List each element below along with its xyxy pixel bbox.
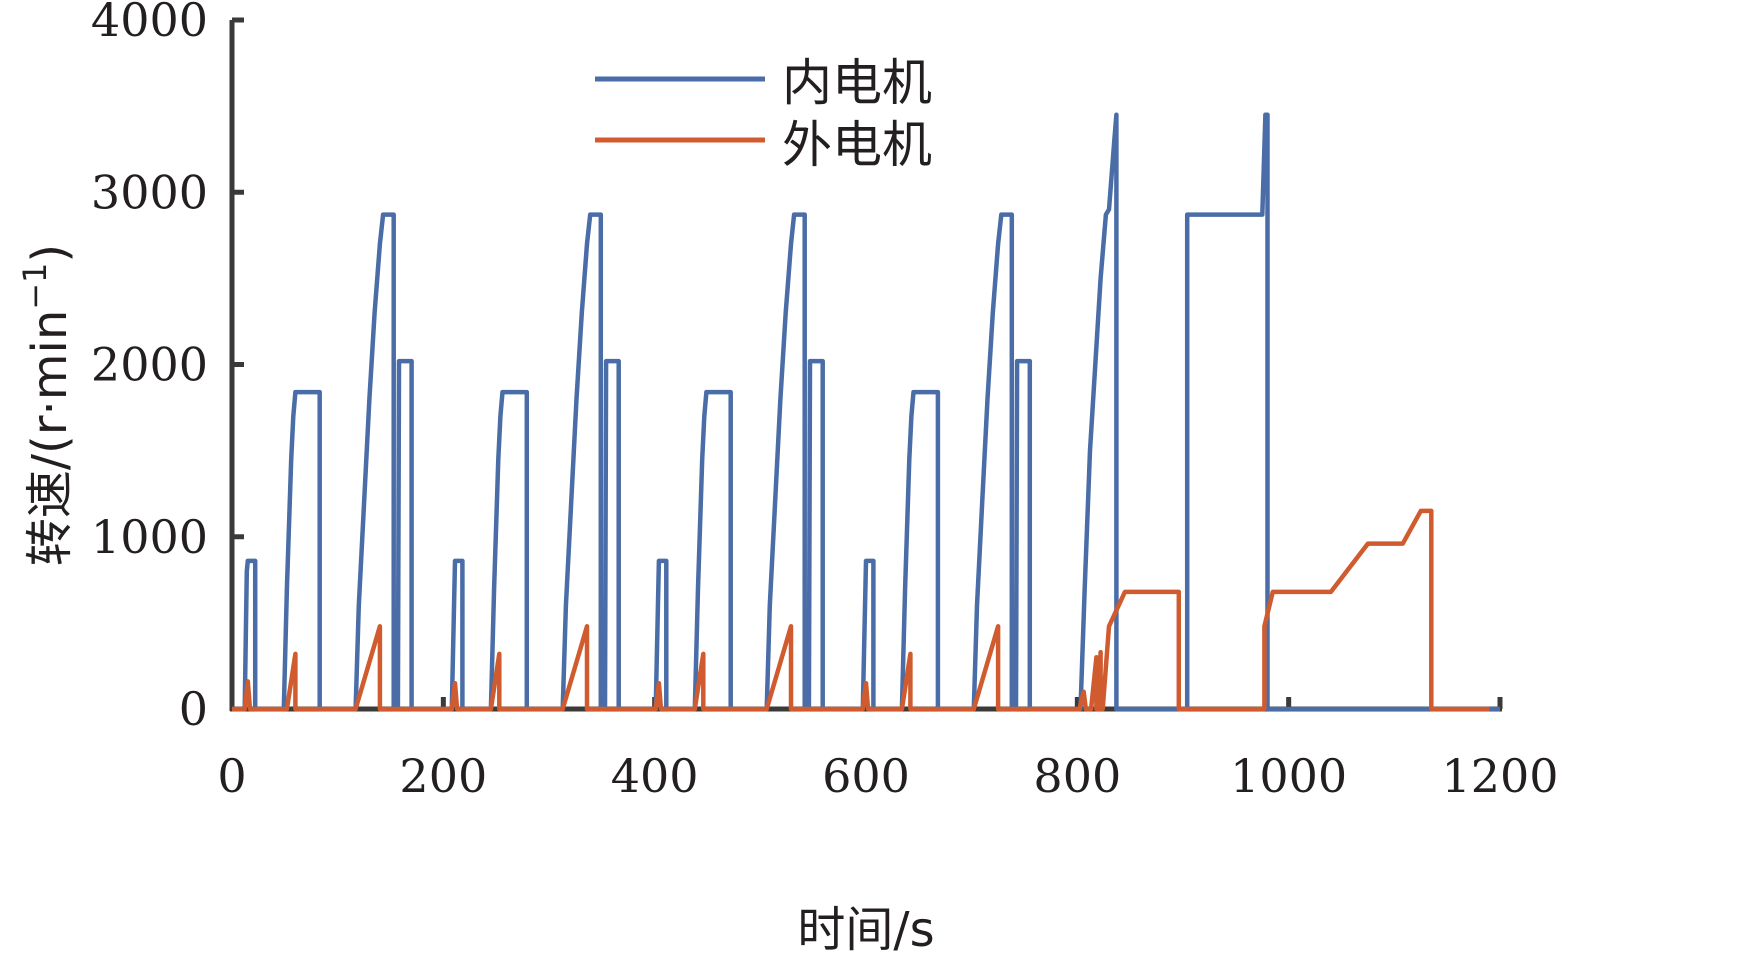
x-tick-label: 800: [1033, 749, 1121, 803]
y-tick-label: 1000: [91, 510, 208, 564]
y-tick-label: 4000: [91, 0, 208, 47]
y-tick-label: 2000: [91, 338, 208, 392]
legend-label-outer-motor: 外电机: [782, 116, 932, 174]
series-line-outer-motor: [232, 508, 1490, 712]
series-line-inner-motor: [232, 112, 1500, 712]
legend: 内电机 外电机: [595, 54, 932, 174]
y-tick-label: 3000: [91, 165, 208, 219]
x-axis-title: 时间/s: [797, 902, 934, 956]
tick-labels: 0 200 400 600 800 1000 1200 0 1000 2000 3000 4000: [91, 0, 1559, 803]
x-tick-label: 0: [217, 749, 246, 803]
x-tick-label: 1000: [1230, 749, 1347, 803]
x-tick-label: 400: [611, 749, 699, 803]
y-axis-title-exponent: −1: [16, 263, 54, 310]
legend-label-inner-motor: 内电机: [782, 54, 932, 112]
series-lines: [232, 112, 1500, 712]
y-axis-title-close: ): [22, 244, 78, 263]
y-axis-title: 转速/(r·min−1): [16, 244, 78, 566]
y-tick-label: 0: [179, 682, 208, 736]
x-tick-label: 1200: [1441, 749, 1558, 803]
y-axis-title-main: 转速/(r·min: [22, 310, 78, 566]
x-tick-label: 200: [399, 749, 487, 803]
x-tick-label: 600: [822, 749, 910, 803]
